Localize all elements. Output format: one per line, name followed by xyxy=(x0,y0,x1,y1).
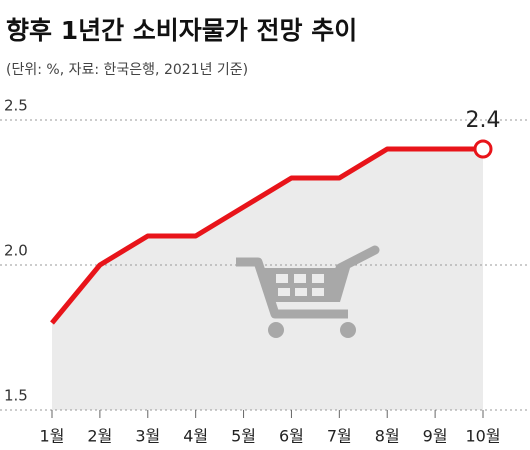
chart-subtitle: (단위: %, 자료: 한국은행, 2021년 기준) xyxy=(6,62,248,78)
x-tick-label: 10월 xyxy=(465,427,500,446)
x-tick-label: 7월 xyxy=(327,427,352,446)
x-tick-label: 3월 xyxy=(135,427,160,446)
x-tick-label: 8월 xyxy=(375,427,400,446)
x-tick-label: 5월 xyxy=(231,427,256,446)
end-marker xyxy=(473,139,493,159)
x-tick-label: 4월 xyxy=(183,427,208,446)
line xyxy=(50,146,483,325)
y-tick-label: 1.5 xyxy=(4,387,28,405)
y-tick-label: 2.0 xyxy=(4,242,28,260)
x-tick-label: 2월 xyxy=(87,427,112,446)
value-label: 2.4 xyxy=(466,108,501,133)
x-tick-label: 1월 xyxy=(40,427,65,446)
y-tick-label: 2.5 xyxy=(4,97,28,115)
x-tick-label: 9월 xyxy=(423,427,448,446)
chart-title: 향후 1년간 소비자물가 전망 추이 xyxy=(6,16,357,45)
cart-icon xyxy=(236,245,380,338)
x-tick-label: 6월 xyxy=(279,427,304,446)
